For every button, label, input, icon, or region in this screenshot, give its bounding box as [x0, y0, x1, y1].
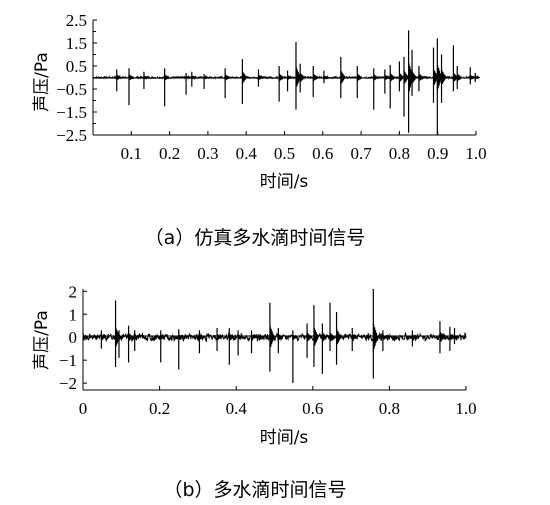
signal-ringdown	[439, 332, 445, 343]
x-tick-label: 0.4	[226, 399, 248, 418]
y-tick-label: −2	[59, 374, 77, 393]
signal-ringdown	[116, 74, 122, 81]
signal-ringdown	[278, 73, 285, 82]
signal-ringdown	[398, 73, 405, 83]
signal-ringdown	[277, 334, 284, 341]
signal-ringdown	[321, 332, 328, 343]
panel-a-x-axis-label: 时间/s	[260, 172, 309, 192]
signal-ringdown	[292, 334, 298, 340]
panel-b-x-axis-label: 时间/s	[260, 428, 309, 448]
panel-a-y-axis-label: 声压/Pa	[32, 52, 52, 112]
panel-a-signal	[92, 30, 480, 135]
panel-a: 2.5 1.5 0.5 −0.5 −1.5 −2.5 0.1 0.2 0.3 0.4 0.5 0.6…	[32, 11, 487, 249]
signal-ringdown	[251, 334, 257, 340]
y-tick-label: −1.5	[56, 103, 87, 122]
y-tick-label: 1	[69, 305, 78, 324]
signal-ringdown	[164, 74, 170, 81]
signal-ringdown	[178, 334, 184, 341]
signal-ringdown	[403, 70, 410, 85]
signal-ringdown	[356, 73, 363, 82]
panel-a-y-ticks: 2.5 1.5 0.5 −0.5 −1.5 −2.5	[56, 11, 97, 145]
panel-b: 2 1 0 −1 −2 0 0.2 0.4 0.6 0.8 1.0 声压/Pa 时间/s （b）多…	[32, 282, 477, 501]
signal-ringdown	[100, 334, 107, 340]
signal-ringdown	[216, 334, 222, 341]
signal-ringdown	[257, 74, 264, 81]
panel-a-caption: （a）仿真多水滴时间信号	[145, 227, 366, 249]
signal-ringdown	[287, 75, 293, 80]
signal-ringdown	[306, 332, 313, 343]
signal-ringdown	[312, 73, 319, 82]
x-tick-label: 0.5	[274, 144, 295, 163]
signal-ringdown	[449, 333, 455, 341]
y-tick-label: 2	[69, 282, 78, 301]
signal-ringdown	[389, 73, 396, 82]
x-tick-label: 0.1	[121, 144, 142, 163]
signal-ringdown	[441, 70, 447, 86]
signal-trace	[82, 331, 467, 343]
x-tick-label: 0	[79, 399, 88, 418]
signal-ringdown	[191, 75, 197, 81]
signal-ringdown	[372, 324, 379, 352]
signal-ringdown	[329, 332, 335, 343]
signal-ringdown	[411, 334, 418, 340]
signal-ringdown	[474, 74, 480, 80]
signal-ringdown	[143, 75, 149, 81]
signal-ringdown	[323, 75, 329, 81]
signal-ringdown	[241, 71, 248, 84]
signal-ringdown	[456, 73, 463, 82]
x-tick-label: 0.2	[159, 144, 180, 163]
signal-ringdown	[313, 327, 319, 348]
panel-b-x-ticks: 0 0.2 0.4 0.6 0.8 1.0	[79, 386, 477, 418]
signal-ringdown	[454, 334, 460, 340]
x-tick-label: 0.7	[350, 144, 372, 163]
signal-ringdown	[118, 334, 124, 340]
signal-ringdown	[384, 74, 390, 81]
x-tick-label: 1.0	[455, 399, 476, 418]
x-tick-label: 0.3	[197, 144, 218, 163]
signal-ringdown	[411, 71, 418, 84]
signal-ringdown	[418, 73, 424, 82]
signal-ringdown	[299, 73, 306, 83]
signal-ringdown	[336, 329, 342, 347]
signal-ringdown	[134, 334, 140, 340]
signal-ringdown	[469, 75, 476, 80]
signal-ringdown	[198, 334, 205, 340]
signal-ringdown	[224, 74, 231, 81]
y-tick-label: −2.5	[56, 126, 87, 145]
x-tick-label: 0.8	[389, 144, 410, 163]
x-tick-label: 0.4	[236, 144, 258, 163]
signal-ringdown	[237, 334, 243, 340]
x-tick-label: 0.8	[379, 399, 400, 418]
signal-ringdown	[128, 333, 134, 342]
x-tick-label: 0.6	[302, 399, 323, 418]
signal-ringdown	[373, 74, 379, 81]
y-tick-label: −1	[59, 351, 77, 370]
panel-b-y-axis-label: 声压/Pa	[32, 310, 52, 370]
panel-b-caption: （b）多水滴时间信号	[163, 479, 346, 501]
x-tick-label: 0.2	[149, 399, 170, 418]
signal-ringdown	[203, 74, 209, 80]
x-tick-label: 1.0	[465, 144, 486, 163]
y-tick-label: 1.5	[66, 34, 87, 53]
y-tick-label: 0.5	[66, 57, 87, 76]
panel-b-y-ticks: 2 1 0 −1 −2	[59, 282, 87, 393]
signal-ringdown	[382, 334, 388, 340]
panel-b-signal	[82, 289, 467, 384]
x-tick-label: 0.6	[312, 144, 333, 163]
signal-ringdown	[351, 334, 358, 341]
panel-a-x-ticks: 0.1 0.2 0.3 0.4 0.5 0.6 0.7 0.8 0.9 1.0	[121, 131, 487, 163]
y-tick-label: −0.5	[56, 80, 87, 99]
y-tick-label: 2.5	[66, 11, 87, 30]
signal-ringdown	[340, 70, 346, 85]
signal-ringdown	[160, 334, 166, 340]
y-tick-label: 0	[69, 328, 78, 347]
signal-ringdown	[228, 334, 235, 341]
x-tick-label: 0.9	[427, 144, 448, 163]
signal-ringdown	[128, 74, 134, 81]
signal-ringdown	[185, 74, 191, 80]
signal-ringdown	[269, 326, 275, 350]
